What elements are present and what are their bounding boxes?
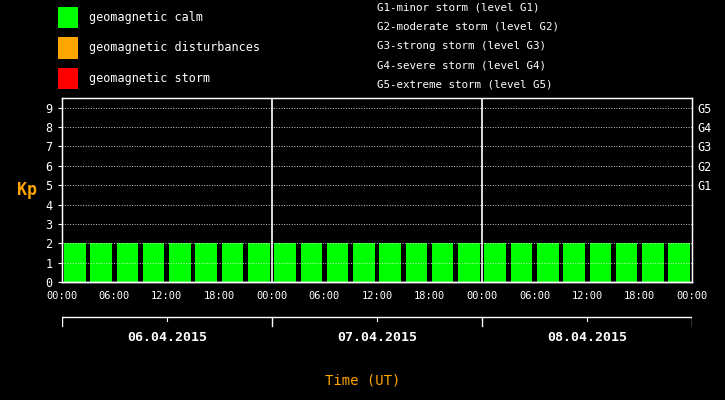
Text: 00:00: 00:00 <box>676 291 708 301</box>
Text: 00:00: 00:00 <box>256 291 288 301</box>
Text: 06:00: 06:00 <box>519 291 550 301</box>
Bar <box>58 7 78 28</box>
Text: G4-severe storm (level G4): G4-severe storm (level G4) <box>377 60 546 70</box>
Text: 18:00: 18:00 <box>204 291 235 301</box>
Text: geomagnetic calm: geomagnetic calm <box>89 11 203 24</box>
Bar <box>58 38 78 58</box>
Bar <box>327 243 348 282</box>
Bar <box>589 243 611 282</box>
Text: 12:00: 12:00 <box>151 291 183 301</box>
Bar <box>432 243 453 282</box>
Bar <box>484 243 506 282</box>
Bar <box>668 243 690 282</box>
Text: G3-strong storm (level G3): G3-strong storm (level G3) <box>377 41 546 51</box>
Bar <box>642 243 663 282</box>
Text: 07.04.2015: 07.04.2015 <box>337 331 417 344</box>
Text: geomagnetic disturbances: geomagnetic disturbances <box>89 42 260 54</box>
Text: G2-moderate storm (level G2): G2-moderate storm (level G2) <box>377 22 559 32</box>
Bar <box>379 243 401 282</box>
Bar <box>616 243 637 282</box>
Text: G5-extreme storm (level G5): G5-extreme storm (level G5) <box>377 80 552 90</box>
Bar <box>301 243 322 282</box>
Bar <box>353 243 375 282</box>
Bar <box>64 243 86 282</box>
Text: G1-minor storm (level G1): G1-minor storm (level G1) <box>377 3 539 13</box>
Text: 08.04.2015: 08.04.2015 <box>547 331 627 344</box>
Bar <box>458 243 480 282</box>
Bar <box>91 243 112 282</box>
Bar <box>58 68 78 89</box>
Text: 06:00: 06:00 <box>99 291 130 301</box>
Text: 06:00: 06:00 <box>309 291 340 301</box>
Text: Time (UT): Time (UT) <box>325 373 400 387</box>
Bar <box>248 243 270 282</box>
Bar <box>537 243 558 282</box>
Bar <box>274 243 296 282</box>
Bar <box>143 243 165 282</box>
Bar <box>117 243 138 282</box>
Bar <box>169 243 191 282</box>
Bar <box>563 243 585 282</box>
Bar <box>196 243 217 282</box>
Text: 18:00: 18:00 <box>624 291 655 301</box>
Text: 12:00: 12:00 <box>361 291 393 301</box>
Text: geomagnetic storm: geomagnetic storm <box>89 72 210 85</box>
Text: 00:00: 00:00 <box>466 291 498 301</box>
Text: 18:00: 18:00 <box>414 291 445 301</box>
Text: 06.04.2015: 06.04.2015 <box>127 331 207 344</box>
Text: Kp: Kp <box>17 181 37 199</box>
Bar <box>406 243 427 282</box>
Text: 00:00: 00:00 <box>46 291 78 301</box>
Bar <box>222 243 243 282</box>
Text: 12:00: 12:00 <box>571 291 603 301</box>
Bar <box>511 243 532 282</box>
